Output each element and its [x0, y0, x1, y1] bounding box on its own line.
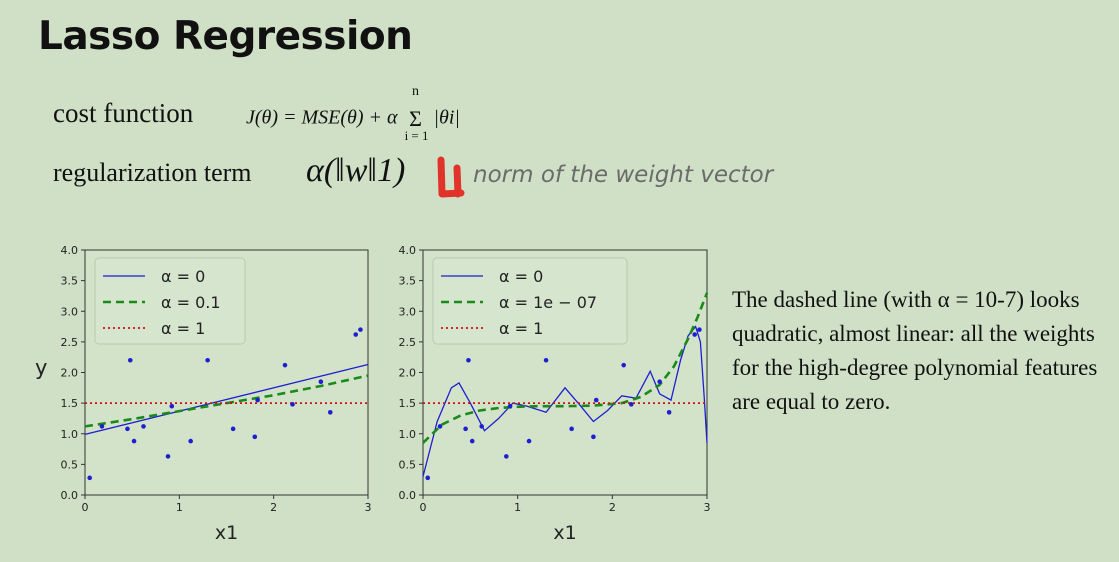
- data-point: [666, 410, 672, 415]
- legend-label: α = 1: [161, 319, 205, 338]
- cost-formula-term: |θi|: [433, 106, 460, 129]
- legend-box: [432, 257, 628, 345]
- data-point: [569, 426, 574, 432]
- data-point: [469, 438, 475, 444]
- cost-function-formula: J(θ) = MSE(θ) + α n Σ i = 1 |θi|: [246, 84, 460, 143]
- x-tick-label: 2: [270, 501, 277, 514]
- x-tick-label: 0: [420, 501, 427, 514]
- y-tick-label: 4.0: [61, 244, 79, 257]
- x-tick-label: 1: [176, 501, 183, 514]
- data-point: [543, 357, 549, 363]
- data-point: [479, 424, 484, 429]
- y-tick-label: 3.0: [399, 305, 417, 318]
- y-tick-label: 0.0: [399, 489, 417, 502]
- sum-lower-limit: i = 1: [404, 128, 429, 143]
- y-tick-label: 2.5: [61, 336, 79, 349]
- data-point: [230, 426, 236, 432]
- y-axis-label: y: [35, 356, 47, 380]
- regularization-formula: α(‖w‖1): [306, 152, 406, 189]
- legend-label: α = 1: [499, 319, 543, 338]
- summation-symbol: n Σ i = 1: [403, 84, 429, 143]
- data-point: [437, 424, 443, 429]
- series-line: [84, 363, 369, 436]
- data-point: [425, 475, 431, 481]
- x-tick-label: 2: [609, 501, 616, 514]
- data-point: [165, 454, 171, 459]
- handwritten-note: norm of the weight vector: [473, 162, 774, 188]
- data-point: [99, 424, 105, 429]
- y-tick-label: 1.0: [399, 428, 417, 441]
- sum-upper-limit: n: [412, 84, 420, 99]
- regularization-term-label: regularization term: [53, 158, 252, 187]
- data-point: [593, 397, 599, 403]
- data-point: [87, 475, 93, 481]
- y-tick-label: 2.0: [61, 367, 79, 380]
- y-tick-label: 1.5: [61, 397, 79, 410]
- y-tick-label: 0.0: [61, 489, 79, 502]
- y-tick-label: 0.5: [61, 458, 79, 471]
- data-point: [358, 327, 363, 332]
- y-tick-label: 2.0: [399, 367, 417, 380]
- data-point: [591, 434, 596, 440]
- y-tick-label: 0.5: [399, 458, 417, 471]
- data-point: [353, 332, 359, 337]
- cost-function-label: cost function: [53, 98, 194, 128]
- data-point: [188, 438, 193, 444]
- data-point: [507, 403, 513, 409]
- series-line: [422, 292, 709, 444]
- data-point: [692, 332, 697, 337]
- data-point: [290, 402, 295, 407]
- y-tick-label: 4.0: [399, 244, 417, 257]
- data-point: [327, 410, 333, 415]
- data-point: [466, 357, 471, 363]
- side-explanation: The dashed line (with α = 10-7) looks qu…: [732, 287, 1098, 414]
- data-point: [657, 379, 662, 384]
- x-axis-label: x1: [215, 522, 238, 544]
- x-axis-label: x1: [553, 522, 576, 544]
- legend-label: α = 0: [161, 267, 205, 286]
- legend-label: α = 0: [499, 267, 543, 286]
- data-point: [463, 426, 468, 432]
- x-tick-label: 3: [365, 501, 372, 514]
- x-tick-label: 3: [704, 501, 711, 514]
- page-title: Lasso Regression: [38, 14, 413, 59]
- data-point: [318, 379, 324, 384]
- y-tick-label: 3.5: [399, 275, 417, 288]
- data-point: [127, 357, 133, 363]
- red-l1-mark: [437, 156, 465, 198]
- data-point: [125, 426, 130, 432]
- legend-label: α = 1e − 07: [499, 293, 597, 312]
- data-point: [205, 357, 210, 363]
- data-point: [504, 454, 509, 459]
- data-point: [141, 424, 146, 429]
- y-tick-label: 2.5: [399, 336, 417, 349]
- chart-left: 0.0 0.5 1.0 1.5 2.0 2.5 3.0 3.5 4.0 0 1 2 3 x1 y α = 0 α…: [35, 244, 372, 544]
- legend-box: [94, 257, 246, 345]
- chart-right: 0.0 0.5 1.0 1.5 2.0 2.5 3.0 3.5 4.0 0 1 2 3 x1 α = 0 α …: [399, 244, 711, 544]
- y-tick-label: 3.5: [61, 275, 79, 288]
- data-point: [621, 362, 626, 368]
- data-point: [697, 327, 702, 332]
- data-point: [628, 402, 634, 407]
- data-point: [252, 434, 258, 440]
- legend-label: α = 0.1: [161, 293, 221, 312]
- data-point: [282, 362, 288, 368]
- data-point: [131, 438, 137, 444]
- data-point: [169, 403, 175, 409]
- cost-formula-lhs: J(θ) = MSE(θ) + α: [246, 106, 398, 129]
- y-tick-label: 1.0: [61, 428, 79, 441]
- y-tick-label: 3.0: [61, 305, 79, 318]
- data-point: [526, 438, 532, 444]
- data-point: [255, 397, 260, 403]
- y-tick-label: 1.5: [399, 397, 417, 410]
- x-tick-label: 0: [82, 501, 89, 514]
- series-line: [422, 325, 708, 477]
- x-tick-label: 1: [514, 501, 521, 514]
